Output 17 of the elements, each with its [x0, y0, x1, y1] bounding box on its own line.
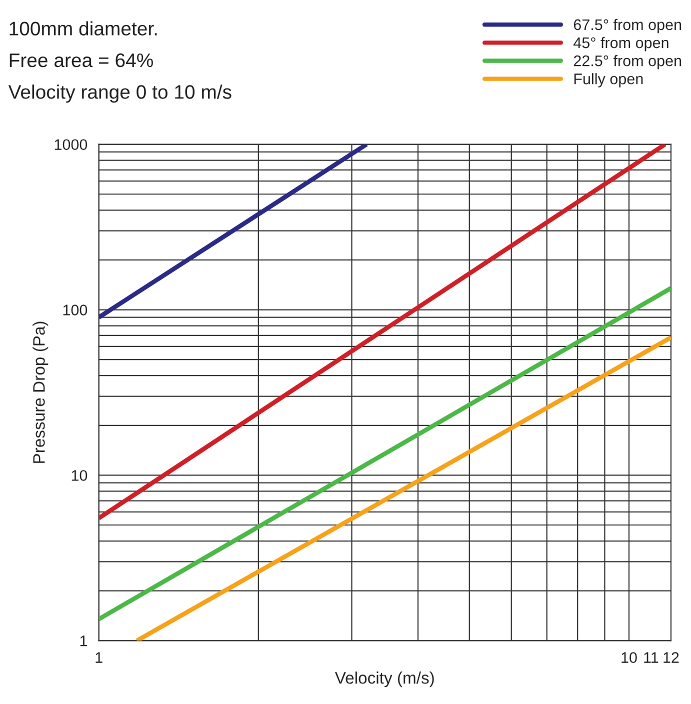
- legend-label: 22.5° from open: [574, 55, 682, 70]
- x-axis-title: Velocity (m/s): [334, 672, 434, 688]
- x-tick-label: 11: [644, 652, 658, 663]
- y-tick-label: 100: [63, 304, 88, 316]
- y-tick-label: 1000: [54, 139, 88, 150]
- legend-label: Fully open: [574, 73, 643, 88]
- x-tick-label: 10: [622, 652, 637, 663]
- text: Velocity range 0 to 10 m/s: [8, 84, 232, 103]
- y-tick-label: 10: [72, 470, 88, 481]
- y-tick-label: 1: [80, 636, 87, 646]
- x-tick-label: 12: [664, 652, 679, 663]
- legend-label: 67.5° from open: [574, 18, 682, 34]
- text: 100mm diameter.: [10, 21, 157, 36]
- x-tick-label: 1: [96, 652, 102, 663]
- text: Free area = 64%: [10, 53, 153, 68]
- y-axis-title: Pressure Drop (Pa): [32, 322, 48, 463]
- legend-label: 45° from open: [574, 36, 668, 52]
